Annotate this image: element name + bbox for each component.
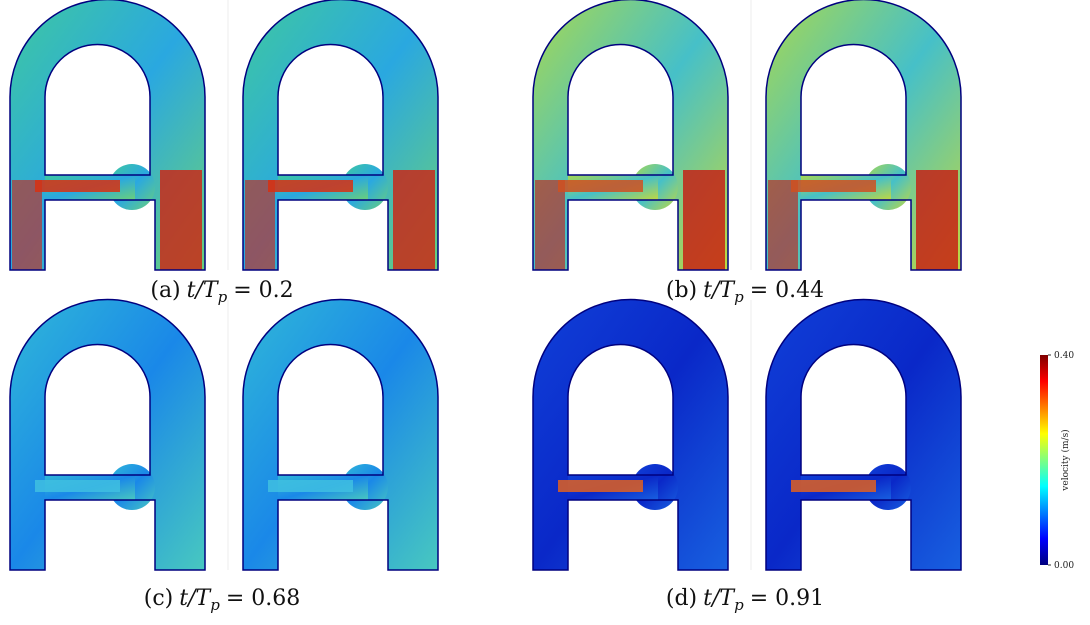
channel-jet — [35, 180, 120, 192]
channel-jet — [791, 480, 876, 492]
flow-domain — [9, 0, 206, 271]
caption-sub: p — [218, 288, 228, 306]
domain-body — [766, 0, 961, 270]
domain-body — [243, 299, 438, 570]
caption-label: (b) — [666, 278, 697, 303]
leg-jet — [393, 170, 435, 270]
caption-rhs: = 0.91 — [750, 586, 824, 611]
channel-jet — [268, 480, 353, 492]
flow-domain — [242, 0, 439, 271]
flow-domain — [765, 298, 962, 571]
domain-outline — [532, 298, 729, 571]
leg-jet — [535, 180, 565, 270]
channel-jet — [558, 480, 643, 492]
colorbar-title: velocity (m/s) — [1060, 429, 1071, 491]
domain-body — [533, 0, 728, 270]
leg-jet — [768, 180, 798, 270]
leg-jet — [683, 170, 725, 270]
channel-jet — [268, 180, 353, 192]
colorbar-tick-label: 0.40 — [1054, 351, 1074, 361]
domain-body — [10, 0, 205, 270]
caption-rhs: = 0.44 — [750, 278, 824, 303]
domain-body — [766, 299, 961, 570]
caption-sub: p — [734, 596, 744, 614]
flow-domain — [242, 298, 439, 571]
domain-outline — [9, 298, 206, 571]
caption-rhs: = 0.2 — [233, 278, 293, 303]
caption-sub: p — [734, 288, 744, 306]
colorbar — [1040, 355, 1048, 565]
caption-math: t/T — [703, 586, 736, 611]
leg-jet — [160, 170, 202, 270]
flow-domain — [9, 298, 206, 571]
domain-outline — [765, 0, 962, 271]
domain-outline — [9, 0, 206, 271]
channel-jet — [35, 480, 120, 492]
caption-math: t/T — [187, 278, 220, 303]
caption: (a) t/Tp = 0.2 — [150, 278, 293, 306]
domain-body — [243, 0, 438, 270]
caption-rhs: = 0.68 — [226, 586, 300, 611]
channel-jet — [558, 180, 643, 192]
domain-outline — [532, 0, 729, 271]
domain-outline — [242, 0, 439, 271]
flow-domain — [532, 0, 729, 271]
caption: (d) t/Tp = 0.91 — [666, 586, 824, 614]
flow-domain — [532, 298, 729, 571]
flow-domain — [765, 0, 962, 271]
leg-jet — [245, 180, 275, 270]
caption-math: t/T — [703, 278, 736, 303]
leg-jet — [916, 170, 958, 270]
leg-jet — [12, 180, 42, 270]
caption-label: (d) — [666, 586, 697, 611]
caption-label: (a) — [150, 278, 180, 303]
colorbar-tick-label: 0.00 — [1054, 561, 1074, 571]
domain-body — [533, 299, 728, 570]
caption: (b) t/Tp = 0.44 — [666, 278, 824, 306]
caption-math: t/T — [179, 586, 212, 611]
domain-outline — [765, 298, 962, 571]
channel-jet — [791, 180, 876, 192]
domain-body — [10, 299, 205, 570]
caption-sub: p — [210, 596, 220, 614]
caption: (c) t/Tp = 0.68 — [144, 586, 300, 614]
domain-outline — [242, 298, 439, 571]
caption-label: (c) — [144, 586, 174, 611]
